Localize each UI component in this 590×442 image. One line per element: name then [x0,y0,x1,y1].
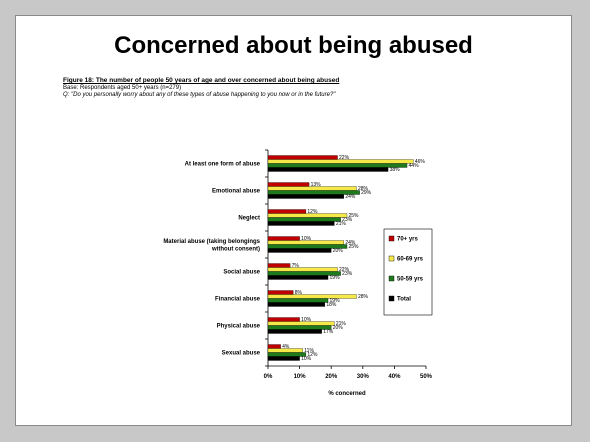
data-label: 7% [292,263,300,269]
data-label: 25% [349,213,360,219]
legend-label: 70+ yrs [397,237,419,243]
data-label: 19% [330,275,341,281]
bar [267,325,332,330]
data-label: 4% [282,344,290,350]
data-label: 22% [339,155,350,161]
data-label: 44% [409,163,420,169]
figure-caption: Figure 18: The number of people 50 years… [63,77,340,84]
data-label: 29% [361,190,372,196]
data-label: 38% [390,167,401,173]
bar [267,163,408,168]
category-label: Financial abuse [215,297,261,303]
bar [267,236,300,241]
bar [267,213,348,218]
data-label: 21% [336,221,347,227]
x-tick-label: 10% [294,374,307,380]
data-label: 24% [345,194,356,200]
category-label: Social abuse [223,270,260,276]
bar [267,321,335,326]
data-label: 23% [342,271,353,277]
data-label: 10% [301,356,312,362]
category-label: Neglect [238,216,260,222]
bar [267,221,335,226]
bar [267,240,344,245]
x-tick-label: 40% [388,374,401,380]
data-label: 19% [330,298,341,304]
x-axis-title: % concerned [328,391,366,397]
data-label: 46% [415,159,426,165]
category-label: Material abuse (taking belongings [163,239,260,245]
base-note: Base: Respondents aged 50+ years (n=279) [63,85,182,91]
data-label: 20% [333,325,344,331]
bar [267,267,338,272]
bar-chart: 0% 10% 20% 30% 40% 50% % concerned At least one… [163,149,433,397]
data-label: 12% [307,352,318,358]
data-label: 12% [307,209,318,215]
bar [267,290,294,295]
data-label: 28% [358,186,369,192]
data-label: 11% [304,348,314,354]
bar [267,348,303,353]
data-label: 8% [295,290,303,296]
category-label: At least one form of abuse [185,162,261,168]
x-tick-label: 50% [420,374,433,380]
bar [267,275,329,280]
legend-label: 50-59 yrs [397,277,424,283]
category-label: Emotional abuse [212,189,261,195]
legend-swatch [388,275,395,282]
data-label: 18% [326,302,337,308]
bar [267,155,338,160]
bar [267,186,357,191]
bar [267,298,329,303]
data-label: 20% [333,248,344,254]
bar [267,194,344,199]
data-label: 10% [301,317,312,323]
x-tick-label: 30% [357,374,370,380]
bar [267,182,310,187]
data-label: 25% [349,244,360,250]
legend-swatch [388,235,395,242]
bar [267,329,322,334]
data-label: 24% [345,240,356,246]
bar [267,294,357,299]
data-label: 17% [323,329,334,335]
bar [267,159,414,164]
slide-title: Concerned about being abused [114,32,473,59]
bar [267,344,281,349]
legend-label: 60-69 yrs [397,257,424,263]
bar [267,209,307,214]
bar [267,167,389,172]
bar [267,302,326,307]
bar [267,263,291,268]
bar [267,217,341,222]
bar [267,356,300,361]
bar [267,317,300,322]
question-note: Q: "Do you personally worry about any of… [63,92,336,98]
legend-label: Total [397,297,411,303]
category-label: Sexual abuse [222,351,261,357]
x-tick-label: 20% [325,374,338,380]
category-label: without consent) [211,246,260,252]
data-label: 28% [358,294,369,300]
data-label: 21% [336,321,347,327]
data-label: 22% [339,267,350,273]
data-label: 13% [311,182,322,188]
bar [267,248,332,253]
data-label: 23% [342,217,353,223]
category-label: Physical abuse [217,324,261,330]
data-label: 10% [301,236,312,242]
slide: Concerned about being abused Figure 18: … [15,15,572,426]
legend-swatch [388,255,395,262]
x-tick-label: 0% [264,374,273,380]
legend-swatch [388,295,395,302]
